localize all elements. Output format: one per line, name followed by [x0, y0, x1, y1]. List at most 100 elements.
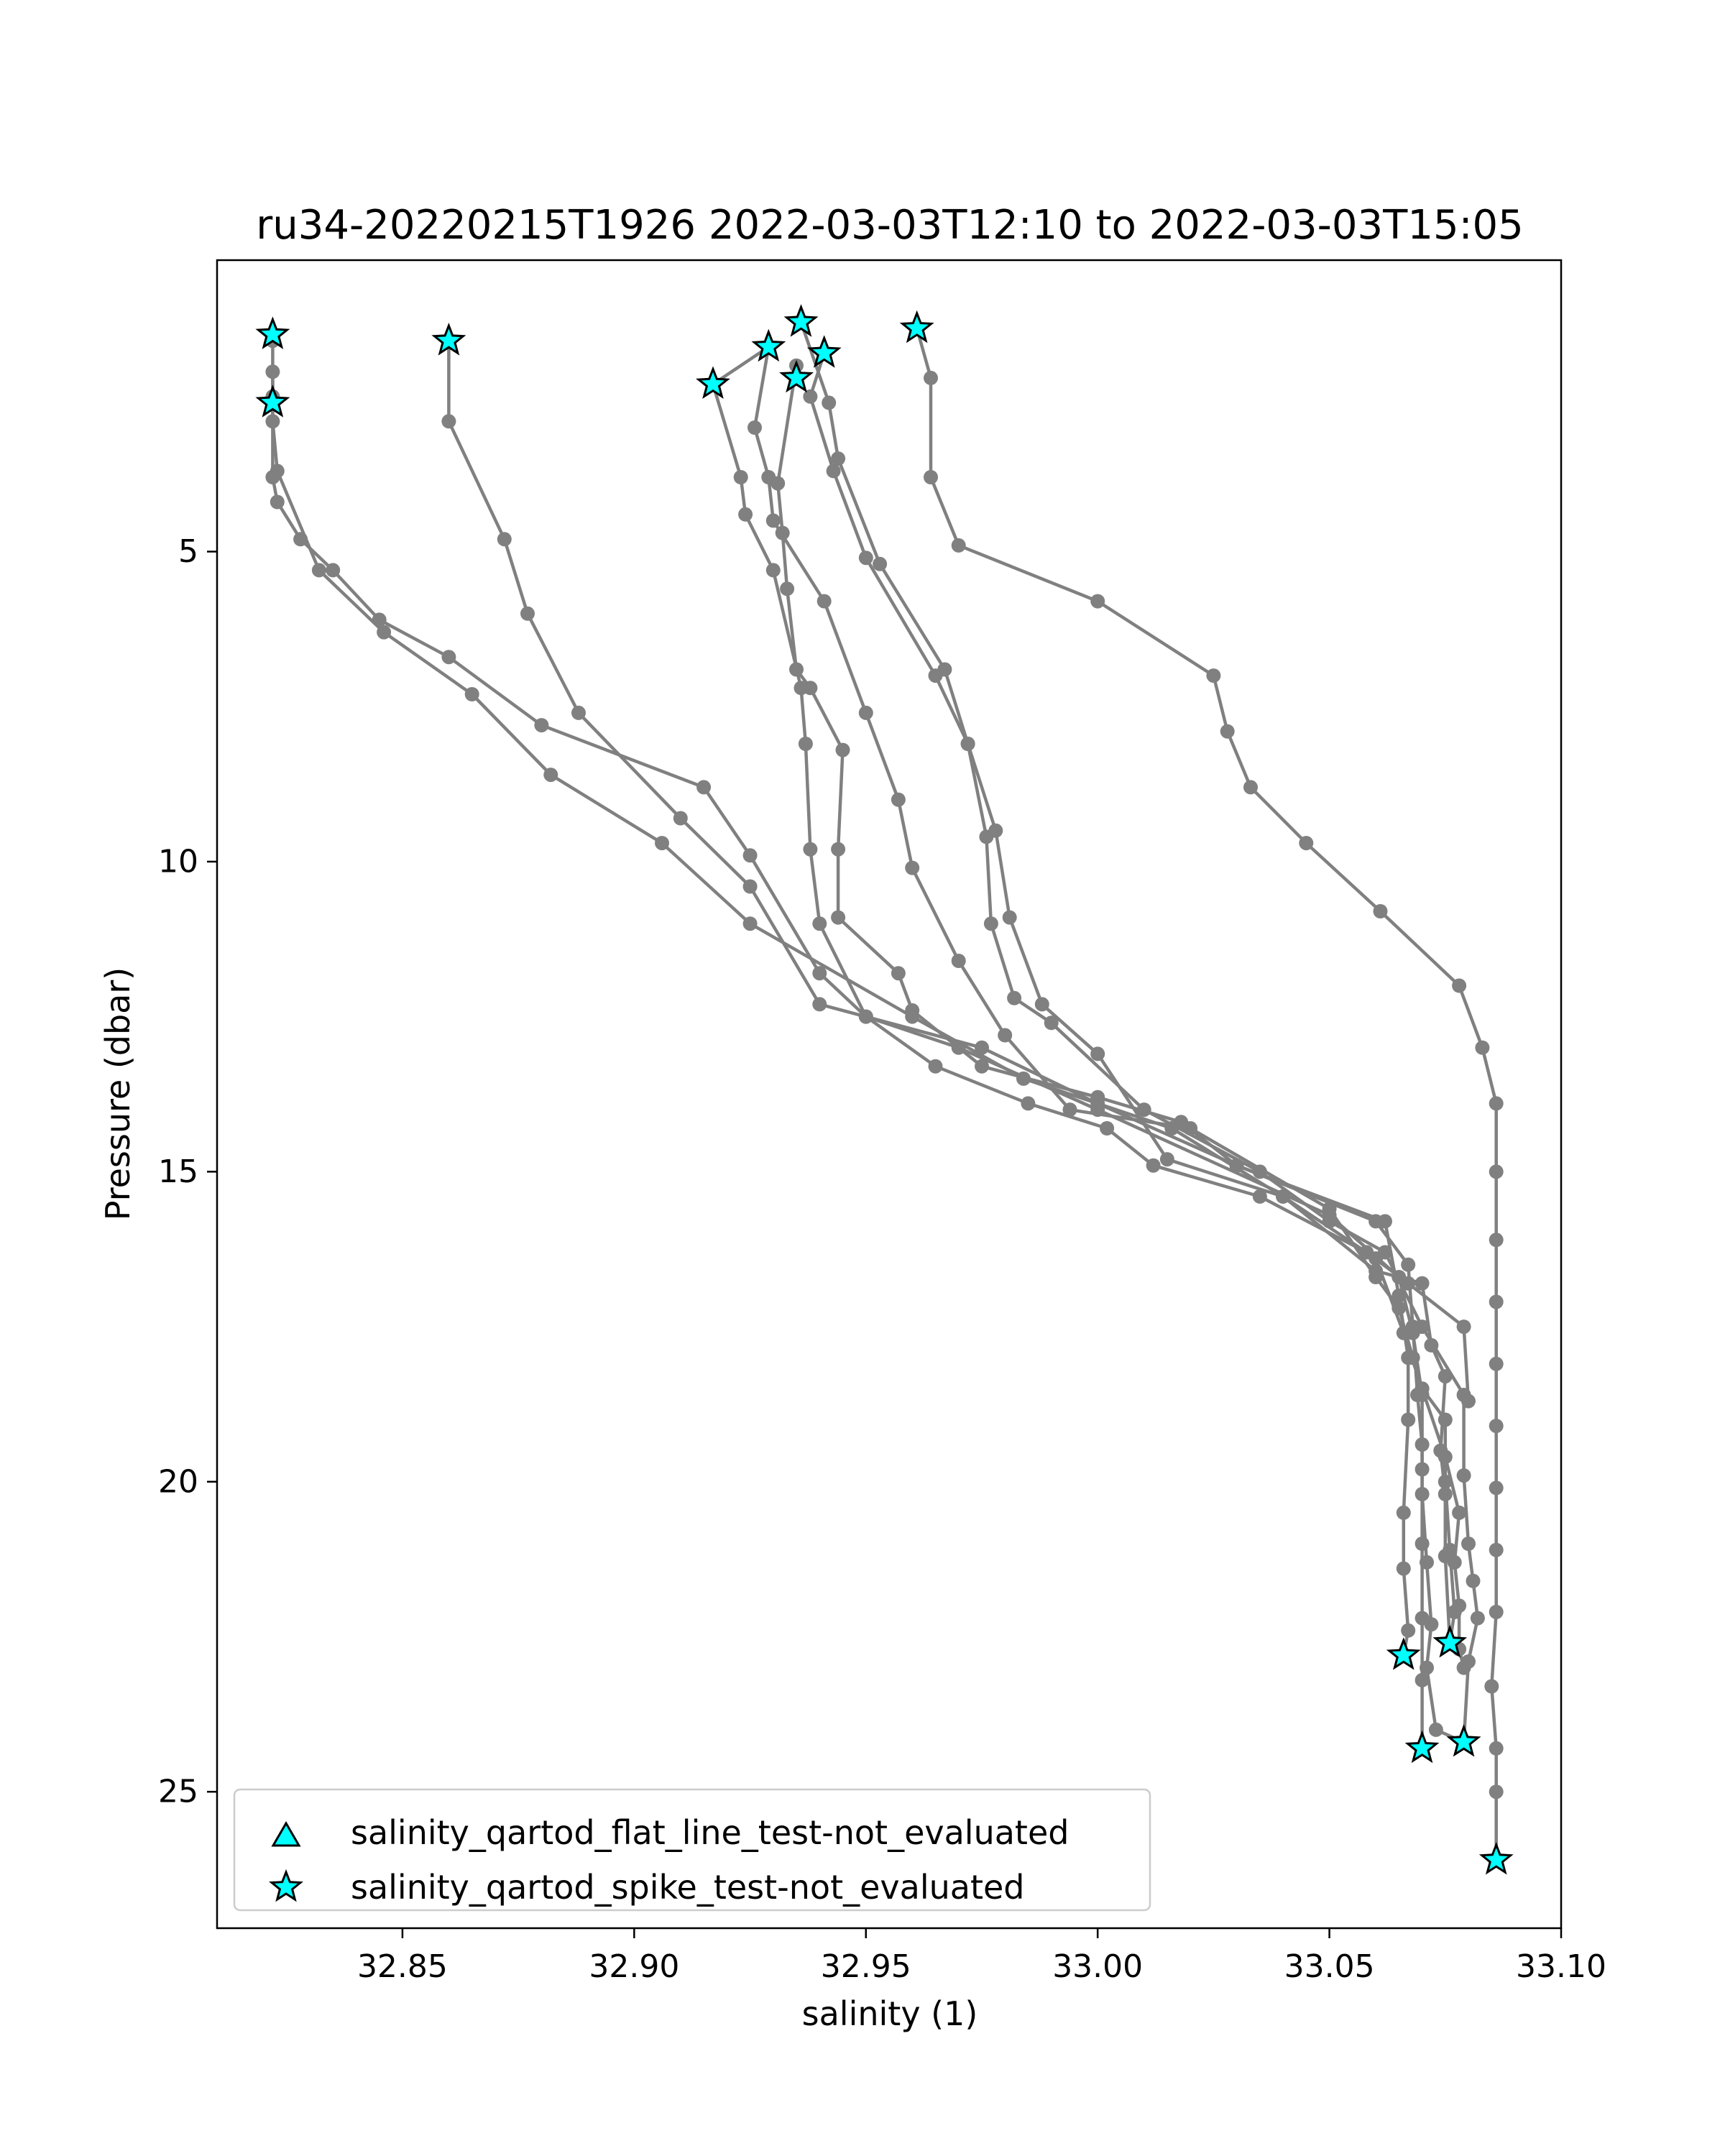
data-point [775, 525, 790, 540]
y-tick-label: 15 [158, 1153, 198, 1190]
spike-star-marker [899, 310, 934, 344]
data-point [1368, 1270, 1384, 1284]
series-7 [794, 315, 1471, 1675]
data-point [311, 563, 326, 578]
data-point [377, 625, 392, 640]
spike-star-marker [431, 323, 466, 356]
data-point [998, 1028, 1013, 1043]
data-point [1401, 1276, 1416, 1291]
spike-star-marker [255, 316, 290, 349]
data-point [1396, 1561, 1411, 1576]
data-point [1489, 1784, 1504, 1800]
data-point [1489, 1096, 1504, 1111]
legend-star-icon [269, 1869, 303, 1902]
data-point [497, 532, 512, 547]
data-point [733, 470, 748, 484]
legend-label-flat-line: salinity_qartod_flat_line_test-not_evalu… [351, 1813, 1069, 1852]
spike-star-marker [696, 366, 730, 399]
spike-star-marker [255, 384, 290, 418]
data-point [742, 916, 758, 931]
data-point [1438, 1450, 1453, 1465]
data-point [1396, 1325, 1411, 1340]
data-point [1447, 1554, 1462, 1570]
data-point [1428, 1722, 1443, 1737]
series-line [447, 341, 1410, 1656]
data-point [270, 494, 285, 510]
series-line [712, 345, 1456, 1644]
data-point [1373, 904, 1388, 918]
data-point [812, 966, 827, 981]
series-1 [265, 364, 1430, 1756]
data-point [1299, 836, 1314, 851]
data-point [975, 1059, 989, 1074]
data-point [928, 1059, 943, 1074]
data-point [1489, 1294, 1504, 1309]
data-point [1489, 1741, 1504, 1756]
data-point [1368, 1214, 1384, 1229]
data-point [951, 538, 966, 553]
spike-star-marker [1386, 1637, 1421, 1670]
series-2 [441, 333, 1416, 1663]
legend-label-spike: salinity_qartod_spike_test-not_evaluated [351, 1868, 1024, 1907]
data-point [738, 507, 753, 522]
data-point [1401, 1257, 1416, 1272]
spike-star-marker [779, 359, 814, 393]
data-point [1475, 1040, 1490, 1055]
data-point [803, 842, 818, 857]
data-point [831, 910, 846, 925]
data-point [1466, 1573, 1481, 1588]
series-line [271, 372, 1424, 1749]
plot-frame [216, 259, 1563, 1930]
data-point [803, 389, 818, 404]
data-point [858, 1009, 873, 1024]
data-point [1489, 1356, 1504, 1371]
y-axis-label: Pressure (dbar) [98, 967, 137, 1220]
x-axis-label: salinity (1) [802, 1994, 978, 2033]
spike-star-marker [806, 335, 842, 368]
data-point [822, 395, 837, 410]
data-point [1452, 978, 1467, 993]
data-point [655, 836, 669, 851]
data-point [951, 954, 966, 968]
data-point [742, 848, 758, 863]
data-point [831, 451, 846, 466]
x-tick-label: 33.10 [1516, 1948, 1606, 1985]
series-line [711, 383, 1471, 1401]
data-point [937, 662, 952, 677]
data-point [812, 916, 827, 931]
series-4 [706, 339, 1462, 1651]
data-point [1489, 1419, 1504, 1434]
spike-star-marker [783, 304, 819, 337]
data-point [1414, 1319, 1430, 1335]
data-point [1034, 997, 1049, 1012]
data-point [1461, 1537, 1476, 1551]
data-point [960, 737, 975, 751]
data-point [1414, 1276, 1430, 1291]
data-point [1484, 1679, 1499, 1694]
data-point [1456, 1319, 1471, 1335]
spike-marker-layer [255, 304, 1514, 1875]
series-3 [265, 333, 1458, 1651]
data-point [831, 842, 846, 857]
data-point [975, 1040, 989, 1055]
data-point [780, 581, 795, 596]
data-point [1159, 1152, 1174, 1167]
spike-star-marker [1404, 1730, 1440, 1764]
data-point [1443, 1542, 1458, 1557]
data-point [1438, 1412, 1453, 1427]
y-tick-label: 5 [178, 533, 198, 570]
legend-triangle-icon [271, 1821, 301, 1847]
y-tick-label: 10 [158, 843, 198, 880]
data-point [1489, 1480, 1504, 1496]
y-tick-label: 25 [158, 1774, 198, 1810]
data-point [1452, 1598, 1467, 1613]
series-layer [265, 315, 1504, 1868]
data-point [816, 594, 832, 609]
data-point [835, 742, 850, 757]
data-point [1392, 1288, 1407, 1303]
data-point [464, 687, 479, 701]
data-point [1243, 780, 1258, 795]
data-point [858, 705, 873, 720]
series-8 [909, 321, 1504, 1868]
